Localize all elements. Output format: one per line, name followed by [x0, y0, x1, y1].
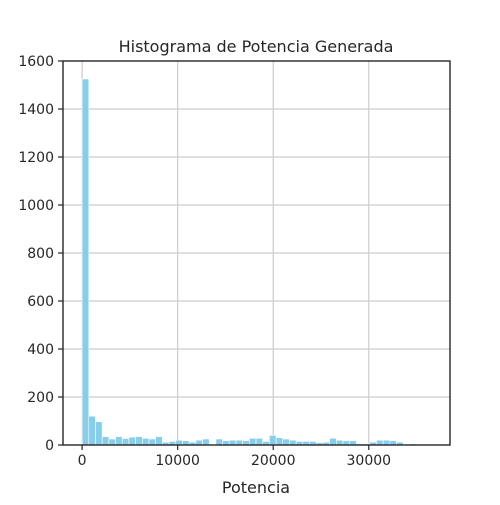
y-tick-label: 1600 [18, 54, 54, 70]
histogram-bar [176, 440, 183, 445]
histogram-bar [236, 440, 243, 445]
y-tick-label: 200 [27, 390, 54, 406]
histogram-bar [336, 440, 343, 445]
chart-title: Histograma de Potencia Generada [119, 37, 394, 56]
histogram-bar [249, 438, 256, 445]
histogram-bar [283, 439, 290, 445]
histogram-bar [95, 422, 102, 445]
histogram-bar [142, 438, 149, 445]
y-tick-label: 800 [27, 246, 54, 262]
histogram-bar [276, 438, 283, 445]
histogram-bar [82, 79, 89, 445]
x-tick-label: 0 [78, 453, 87, 469]
histogram-bar [129, 437, 136, 445]
x-ticks: 0 10000 20000 30000 [78, 445, 391, 469]
histogram-bar [229, 440, 236, 445]
histogram-bar [383, 440, 390, 445]
histogram-bar [116, 437, 123, 445]
histogram-bar [136, 437, 143, 445]
histogram-bar [102, 437, 109, 445]
bars-layer [82, 79, 416, 445]
histogram-bar [289, 440, 296, 445]
histogram-bar [376, 440, 383, 445]
histogram-bar [122, 439, 129, 445]
x-tick-label: 10000 [155, 453, 200, 469]
y-tick-label: 1400 [18, 102, 54, 118]
histogram-bar [203, 439, 210, 445]
y-ticks: 0 200 400 600 800 1000 1200 1400 1600 [18, 54, 63, 454]
y-tick-label: 600 [27, 294, 54, 310]
histogram-bar [269, 435, 276, 445]
x-tick-label: 30000 [347, 453, 392, 469]
y-tick-label: 1200 [18, 150, 54, 166]
histogram-bar [256, 438, 263, 445]
y-tick-label: 400 [27, 342, 54, 358]
histogram-bar [216, 439, 223, 445]
grid-layer [63, 61, 450, 445]
x-axis-label: Potencia [222, 478, 290, 497]
y-tick-label: 1000 [18, 198, 54, 214]
histogram-bar [196, 440, 203, 445]
x-tick-label: 20000 [251, 453, 296, 469]
histogram-bar [149, 439, 156, 445]
histogram-bar [156, 437, 163, 445]
histogram-bar [109, 439, 116, 445]
y-tick-label: 0 [45, 438, 54, 454]
histogram-bar [89, 416, 96, 445]
histogram-bar [330, 438, 337, 445]
